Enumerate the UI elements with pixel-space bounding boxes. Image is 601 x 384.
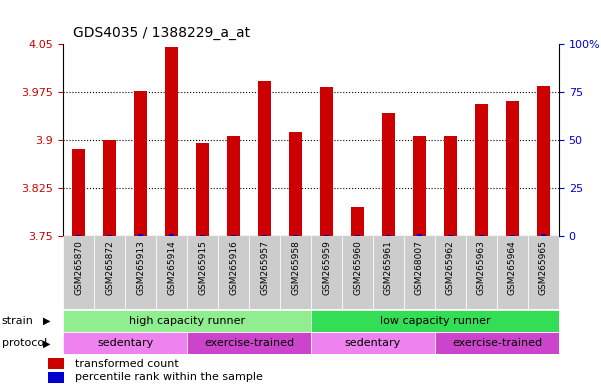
Bar [541,234,546,236]
Bar [528,236,559,309]
Bar [48,372,64,382]
Bar [497,236,528,309]
Bar [187,236,218,309]
Bar [63,310,311,332]
Bar [373,236,404,309]
Text: low capacity runner: low capacity runner [380,316,490,326]
Text: GSM265957: GSM265957 [260,240,269,295]
Bar [311,310,559,332]
Bar [94,236,125,309]
Bar [382,113,395,236]
Bar [311,236,342,309]
Bar [435,236,466,309]
Text: ▶: ▶ [43,316,50,326]
Bar [444,136,457,236]
Text: sedentary: sedentary [97,338,153,348]
Text: high capacity runner: high capacity runner [129,316,245,326]
Bar [72,149,85,236]
Bar [435,332,559,354]
Bar [197,143,209,236]
Bar [355,235,360,236]
Bar [249,236,280,309]
Bar [448,235,453,236]
Bar [262,235,267,236]
Bar [475,104,487,236]
Bar [200,235,205,236]
Text: GSM265870: GSM265870 [74,240,83,295]
Text: GSM265960: GSM265960 [353,240,362,295]
Text: GSM265962: GSM265962 [446,240,455,295]
Text: GSM265916: GSM265916 [229,240,238,295]
Text: GSM265961: GSM265961 [384,240,393,295]
Bar [187,332,311,354]
Text: sedentary: sedentary [345,338,401,348]
Bar [537,86,550,236]
Text: protocol: protocol [2,338,47,348]
Text: GSM265963: GSM265963 [477,240,486,295]
Bar [324,235,329,236]
Text: GSM265915: GSM265915 [198,240,207,295]
Bar [138,234,143,236]
Bar [63,332,187,354]
Bar [510,235,515,236]
Bar [258,81,270,236]
Text: ▶: ▶ [43,338,50,348]
Bar [103,139,116,236]
Bar [386,235,391,236]
Text: GSM265872: GSM265872 [105,240,114,295]
Text: exercise-trained: exercise-trained [452,338,542,348]
Text: GSM265958: GSM265958 [291,240,300,295]
Bar [413,136,426,236]
Bar [293,235,298,236]
Bar [280,236,311,309]
Bar [165,47,178,236]
Text: transformed count: transformed count [75,359,179,369]
Text: GSM268007: GSM268007 [415,240,424,295]
Bar [107,235,112,236]
Bar [320,87,333,236]
Text: percentile rank within the sample: percentile rank within the sample [75,372,263,382]
Bar [466,236,497,309]
Bar [125,236,156,309]
Bar [342,236,373,309]
Bar [48,359,64,369]
Bar [404,236,435,309]
Bar [231,235,236,236]
Text: GSM265913: GSM265913 [136,240,145,295]
Bar [417,234,422,236]
Text: strain: strain [2,316,34,326]
Bar [76,235,81,236]
Text: GDS4035 / 1388229_a_at: GDS4035 / 1388229_a_at [73,26,250,40]
Bar [169,234,174,236]
Text: exercise-trained: exercise-trained [204,338,294,348]
Bar [63,236,94,309]
Text: GSM265964: GSM265964 [508,240,517,295]
Bar [352,207,364,236]
Text: GSM265914: GSM265914 [167,240,176,295]
Bar [227,136,240,236]
Bar [135,91,147,236]
Bar [289,132,302,236]
Bar [311,332,435,354]
Bar [506,101,519,236]
Bar [156,236,187,309]
Text: GSM265959: GSM265959 [322,240,331,295]
Text: GSM265965: GSM265965 [539,240,548,295]
Bar [218,236,249,309]
Bar [479,235,484,236]
